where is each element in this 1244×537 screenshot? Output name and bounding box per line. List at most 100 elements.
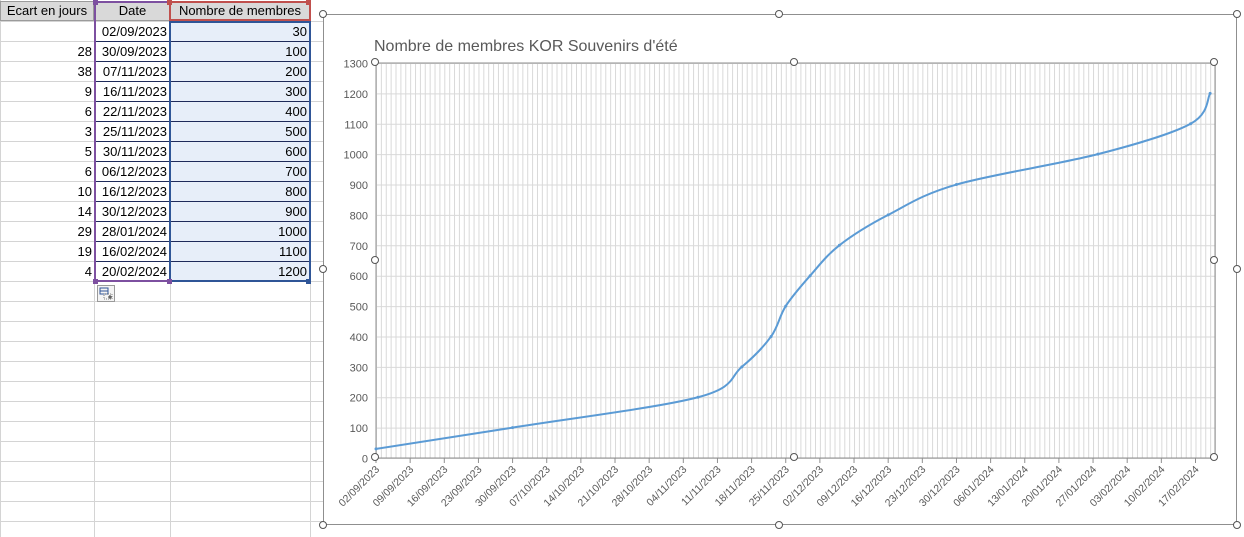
cell-gap[interactable] [0, 22, 94, 42]
cell-date[interactable]: 16/11/2023 [95, 82, 170, 102]
data-point [374, 447, 378, 451]
resize-handle[interactable] [1210, 453, 1218, 461]
row-gridline [0, 21, 323, 22]
cell-members[interactable]: 400 [170, 102, 310, 122]
cell-members[interactable]: 700 [170, 162, 310, 182]
range-handle [167, 0, 172, 5]
row-gridline [0, 481, 323, 482]
y-tick-label: 1300 [344, 59, 368, 71]
cell-date[interactable]: 16/12/2023 [95, 182, 170, 202]
cell-date[interactable]: 30/11/2023 [95, 142, 170, 162]
quick-analysis-icon [99, 287, 113, 300]
data-point [1096, 152, 1100, 156]
resize-handle[interactable] [371, 256, 379, 264]
data-point [511, 426, 515, 430]
series-line [375, 92, 1212, 450]
cell-gap[interactable]: 28 [77, 44, 92, 59]
values-range-outline [169, 21, 311, 282]
column-gridline [0, 0, 1, 537]
range-handle [93, 0, 98, 5]
y-tick-label: 600 [350, 271, 368, 283]
resize-handle[interactable] [790, 453, 798, 461]
resize-handle[interactable] [319, 265, 327, 273]
cell-date[interactable]: 22/11/2023 [95, 102, 170, 122]
resize-handle[interactable] [319, 521, 327, 529]
quick-analysis-button[interactable] [97, 285, 115, 302]
header-gap[interactable]: Ecart en jours [0, 1, 94, 21]
cell-date[interactable]: 06/12/2023 [95, 162, 170, 182]
cell-gap[interactable]: 4 [84, 264, 92, 279]
data-point [740, 365, 744, 369]
resize-handle[interactable] [775, 10, 783, 18]
chart-title: Nombre de membres KOR Souvenirs d'été [374, 38, 678, 55]
cell-members[interactable]: 1100 [170, 242, 310, 262]
row-gridline [0, 361, 323, 362]
y-tick-label: 0 [362, 454, 368, 466]
data-point [1189, 122, 1193, 126]
cell-members[interactable]: 30 [170, 22, 310, 42]
cell-gap[interactable]: 14 [77, 204, 92, 219]
range-handle [306, 0, 311, 5]
cell-date[interactable]: 25/11/2023 [95, 122, 170, 142]
y-tick-label: 500 [350, 302, 368, 314]
cell-gap[interactable]: 19 [77, 244, 92, 259]
cell-gap[interactable]: 6 [84, 104, 92, 119]
data-point [784, 304, 788, 308]
y-tick-label: 100 [350, 423, 368, 435]
y-tick-label: 300 [350, 362, 368, 374]
data-point [954, 183, 958, 187]
range-handle [93, 279, 98, 284]
cell-members[interactable]: 500 [170, 122, 310, 142]
resize-handle[interactable] [790, 58, 798, 66]
series-name-outline [169, 1, 311, 21]
row-gridline [0, 341, 323, 342]
cell-members[interactable]: 1000 [170, 222, 310, 242]
resize-handle[interactable] [319, 10, 327, 18]
cell-gap[interactable]: 6 [84, 164, 92, 179]
cell-date[interactable]: 16/02/2024 [95, 242, 170, 262]
data-point [1208, 91, 1212, 95]
cell-gap[interactable]: 9 [84, 84, 92, 99]
cell-date[interactable]: 30/12/2023 [95, 202, 170, 222]
header-date[interactable]: Date [95, 1, 170, 21]
chart-object[interactable]: Nombre de membres KOR Souvenirs d'été 0 10… [323, 14, 1237, 525]
data-point [808, 274, 812, 278]
resize-handle[interactable] [1210, 58, 1218, 66]
date-range-outline [94, 1, 171, 282]
range-handle [167, 279, 172, 284]
cell-members[interactable]: 300 [170, 82, 310, 102]
resize-handle[interactable] [775, 521, 783, 529]
cell-members[interactable]: 600 [170, 142, 310, 162]
cell-gap[interactable]: 5 [84, 144, 92, 159]
resize-handle[interactable] [1233, 521, 1241, 529]
y-tick-label: 200 [350, 393, 368, 405]
cell-date[interactable]: 02/09/2023 [95, 22, 170, 42]
data-point [696, 395, 700, 399]
row-gridline [0, 381, 323, 382]
resize-handle[interactable] [1233, 265, 1241, 273]
line-chart: Nombre de membres KOR Souvenirs d'été 0 10… [336, 38, 1216, 509]
resize-handle[interactable] [371, 453, 379, 461]
y-tick-label: 700 [350, 241, 368, 253]
y-tick-label: 1100 [344, 119, 368, 131]
cell-members[interactable]: 200 [170, 62, 310, 82]
cell-members[interactable]: 900 [170, 202, 310, 222]
cell-gap[interactable]: 38 [77, 64, 92, 79]
cell-gap[interactable]: 29 [77, 224, 92, 239]
cell-members[interactable]: 800 [170, 182, 310, 202]
cell-members[interactable]: 100 [170, 42, 310, 62]
y-tick-label: 800 [350, 210, 368, 222]
resize-handle[interactable] [371, 58, 379, 66]
y-tick-label: 1200 [344, 89, 368, 101]
cell-gap[interactable]: 3 [84, 124, 92, 139]
cell-date[interactable]: 07/11/2023 [95, 62, 170, 82]
row-gridline [0, 401, 323, 402]
cell-date[interactable]: 28/01/2024 [95, 222, 170, 242]
data-point [886, 213, 890, 217]
resize-handle[interactable] [1233, 10, 1241, 18]
row-gridline [0, 301, 323, 302]
row-gridline [0, 441, 323, 442]
cell-date[interactable]: 30/09/2023 [95, 42, 170, 62]
resize-handle[interactable] [1210, 256, 1218, 264]
cell-gap[interactable]: 10 [77, 184, 92, 199]
